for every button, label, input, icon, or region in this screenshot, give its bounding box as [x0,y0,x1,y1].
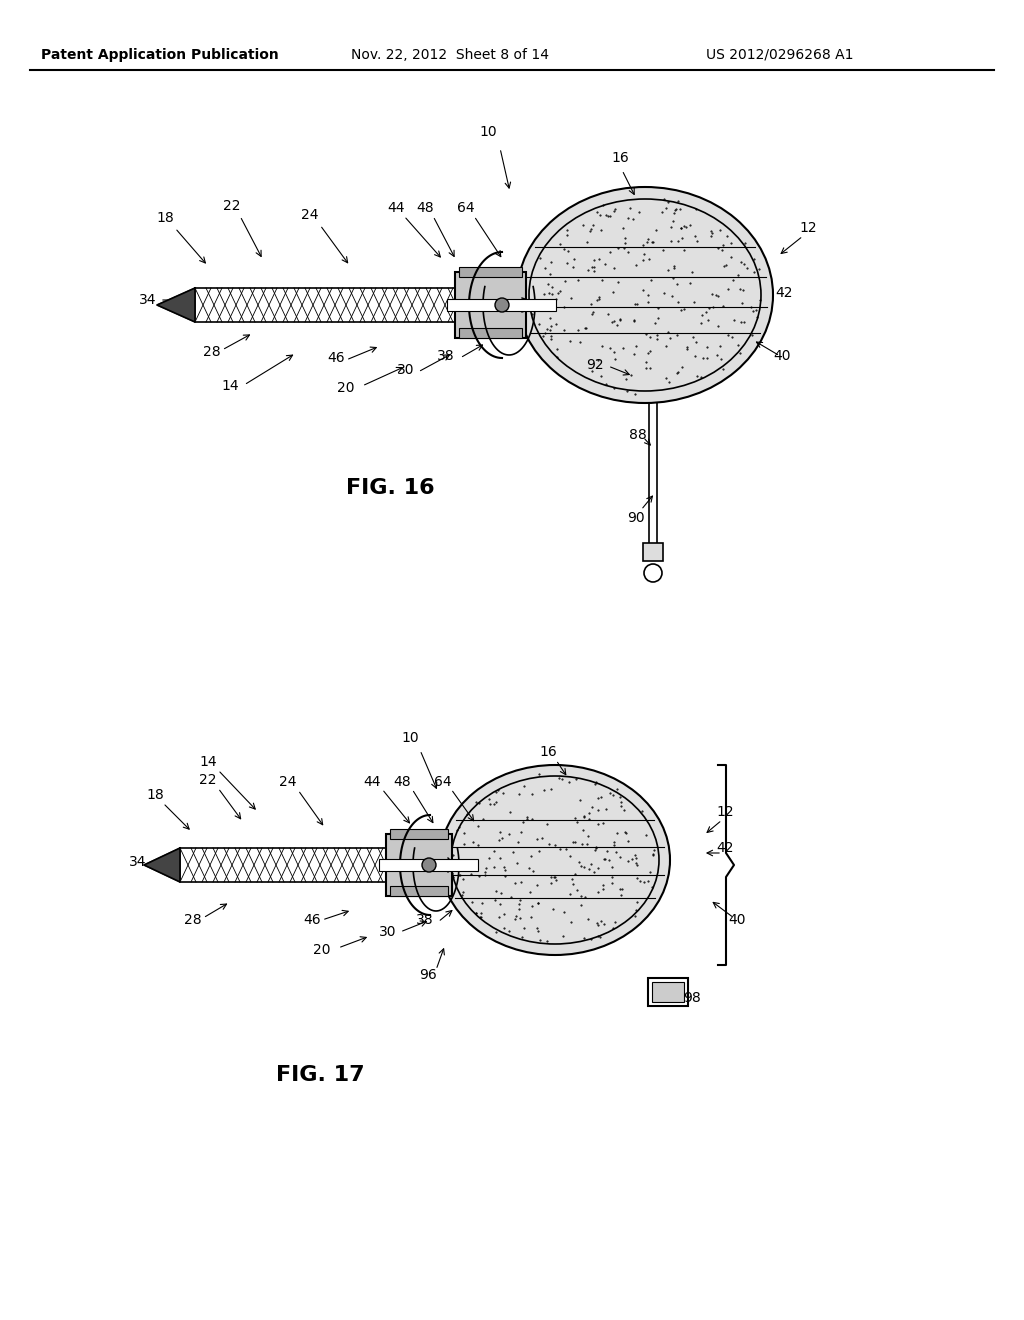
Text: 24: 24 [301,209,318,222]
Text: 38: 38 [437,348,455,363]
Bar [386,834,452,896]
Text: 28: 28 [203,345,221,359]
Text: 34: 34 [129,855,146,869]
Bar [455,272,526,338]
Text: 22: 22 [223,199,241,213]
Ellipse shape [440,766,670,954]
Polygon shape [449,858,451,873]
Bar [379,859,478,871]
Ellipse shape [495,298,509,312]
Text: 20: 20 [313,942,331,957]
Text: 34: 34 [139,293,157,308]
Bar [652,982,684,1002]
Text: 12: 12 [799,220,817,235]
Bar [390,886,449,896]
Text: 40: 40 [773,348,791,363]
Bar [180,847,435,882]
Bar [459,327,522,338]
Bar [648,978,688,1006]
Ellipse shape [517,187,773,403]
Text: 44: 44 [364,775,381,789]
Text: 42: 42 [716,841,734,855]
Text: 92: 92 [586,358,604,372]
Text: 46: 46 [328,351,345,366]
Bar [195,288,508,322]
Bar [459,267,522,277]
Text: 30: 30 [379,925,396,939]
Text: 90: 90 [627,511,645,525]
Polygon shape [157,288,195,322]
Text: 64: 64 [457,201,475,215]
Text: 24: 24 [280,775,297,789]
Text: 30: 30 [397,363,415,378]
Text: FIG. 17: FIG. 17 [275,1065,365,1085]
Text: 64: 64 [434,775,452,789]
Bar [447,300,556,312]
Polygon shape [144,847,180,882]
Text: 22: 22 [200,774,217,787]
Text: 46: 46 [303,913,321,927]
Text: 88: 88 [629,428,647,442]
Text: 16: 16 [611,150,629,165]
Text: 14: 14 [221,379,239,393]
Ellipse shape [422,858,436,873]
Text: 18: 18 [146,788,164,803]
Text: 10: 10 [479,125,497,139]
Ellipse shape [644,564,662,582]
Text: 28: 28 [184,913,202,927]
Text: 20: 20 [337,381,354,395]
Text: 44: 44 [387,201,404,215]
Text: Nov. 22, 2012  Sheet 8 of 14: Nov. 22, 2012 Sheet 8 of 14 [351,48,549,62]
Text: 42: 42 [775,286,793,300]
Text: 12: 12 [716,805,734,818]
Text: 48: 48 [393,775,411,789]
Text: 38: 38 [416,913,434,927]
Text: Patent Application Publication: Patent Application Publication [41,48,279,62]
Text: 40: 40 [728,913,745,927]
Text: US 2012/0296268 A1: US 2012/0296268 A1 [707,48,854,62]
Text: 16: 16 [539,744,557,759]
Text: 96: 96 [419,968,437,982]
Text: 98: 98 [683,991,700,1005]
Text: FIG. 16: FIG. 16 [346,478,434,498]
Polygon shape [522,298,531,312]
Text: 48: 48 [416,201,434,215]
Text: 14: 14 [200,755,217,770]
Text: 18: 18 [156,211,174,224]
Bar [643,543,663,561]
Bar [390,829,449,840]
Text: 10: 10 [401,731,419,744]
